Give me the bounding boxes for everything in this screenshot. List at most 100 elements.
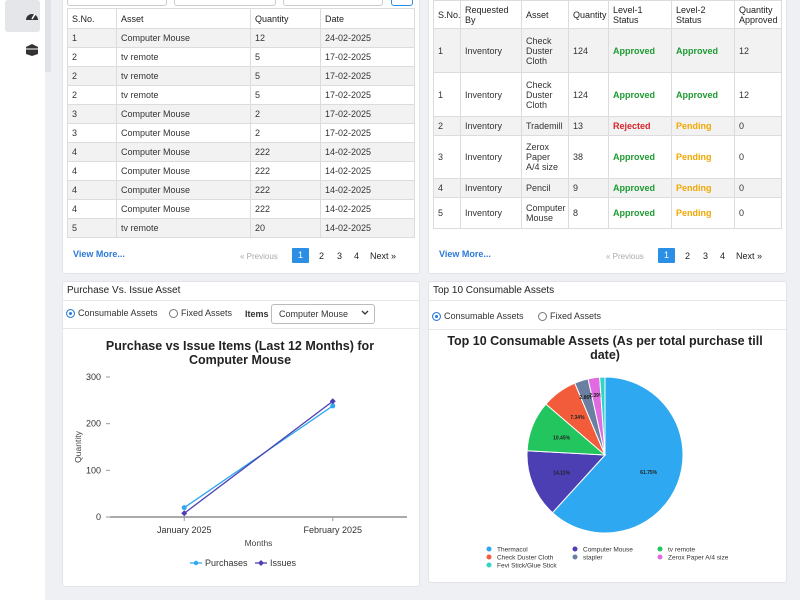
radio-option[interactable]: Fixed Assets xyxy=(538,311,601,321)
items-label: Items xyxy=(245,309,269,319)
divider xyxy=(428,329,786,330)
status-cell: Pending xyxy=(671,178,735,198)
table-cell: tv remote xyxy=(116,85,251,105)
table-row: 4 Inventory Pencil 9 Approved Pending 0 xyxy=(433,178,782,198)
table-row: 5 Inventory Computer Mouse 8 Approved Pending… xyxy=(433,197,782,229)
status-cell: Approved xyxy=(671,72,735,117)
legend-marker xyxy=(193,560,199,566)
column-header: Level-2 Status xyxy=(671,0,735,29)
legend-label: Thermacol xyxy=(497,547,528,554)
table-cell: Computer Mouse xyxy=(116,123,251,143)
filter-input[interactable] xyxy=(283,0,383,6)
next-button[interactable]: Next » xyxy=(370,251,397,261)
table-cell: 9 xyxy=(568,178,609,198)
table-row: 3 Inventory Zerox Paper A/4 size 38 Approved… xyxy=(433,135,782,179)
item-select[interactable] xyxy=(271,304,375,324)
table-cell: 24-02-2025 xyxy=(320,28,415,48)
radio-option[interactable]: Consumable Assets xyxy=(66,308,158,318)
panel-title: Purchase Vs. Issue Asset xyxy=(67,285,181,296)
request-table: S.No. Requested By Asset Quantity Level-1 St… xyxy=(433,0,782,229)
table-cell: 2 xyxy=(67,47,117,67)
next-button[interactable]: Next » xyxy=(736,251,763,261)
radio-option[interactable]: Consumable Assets xyxy=(432,311,524,321)
table-cell: 124 xyxy=(568,28,609,73)
column-header: Quantity Approved xyxy=(734,0,782,29)
table-cell: Inventory xyxy=(460,116,522,136)
slice-label: 2.39% xyxy=(589,393,604,399)
view-more-link[interactable]: View More... xyxy=(73,249,125,259)
nav-box-icon[interactable] xyxy=(24,43,40,57)
table-cell: 0 xyxy=(734,178,782,198)
page-button[interactable]: 4 xyxy=(720,251,726,261)
table-row: 4 Computer Mouse 222 14-02-2025 xyxy=(67,199,415,219)
radio-option[interactable]: Fixed Assets xyxy=(169,308,232,318)
column-header: Requested By xyxy=(460,0,522,29)
table-row: 5 tv remote 20 14-02-2025 xyxy=(67,218,415,238)
status-cell: Approved xyxy=(608,135,672,179)
table-cell: 1 xyxy=(433,72,461,117)
table-cell: 4 xyxy=(433,178,461,198)
filter-button[interactable] xyxy=(391,0,413,6)
column-header: Quantity xyxy=(250,8,321,29)
table-row: 2 tv remote 5 17-02-2025 xyxy=(67,66,415,86)
table-cell: 17-02-2025 xyxy=(320,104,415,124)
table-cell: Computer Mouse xyxy=(116,180,251,200)
table-cell: 2 xyxy=(433,116,461,136)
table-cell: Computer Mouse xyxy=(116,104,251,124)
filter-input[interactable] xyxy=(67,0,167,6)
table-cell: Computer Mouse xyxy=(116,142,251,162)
table-cell: Computer Mouse xyxy=(116,28,251,48)
table-cell: 5 xyxy=(67,218,117,238)
header-row: S.No. Requested By Asset Quantity Level-1 St… xyxy=(433,0,782,29)
table-cell: 12 xyxy=(250,28,321,48)
table-cell: 38 xyxy=(568,135,609,179)
column-header: Asset xyxy=(116,8,251,29)
table-cell: 12 xyxy=(734,28,782,73)
status-cell: Pending xyxy=(671,135,735,179)
page-button[interactable]: 3 xyxy=(337,251,343,261)
page-button[interactable]: 4 xyxy=(354,251,360,261)
legend-label: Check Duster Cloth xyxy=(497,555,554,562)
legend-marker xyxy=(657,554,663,560)
divider xyxy=(62,328,419,329)
page-button[interactable]: 2 xyxy=(685,251,691,261)
view-more-link[interactable]: View More... xyxy=(439,249,491,259)
page-button[interactable]: 2 xyxy=(319,251,325,261)
panel-title: Top 10 Consumable Assets xyxy=(433,285,555,296)
table-cell: Inventory xyxy=(460,72,522,117)
page-button[interactable]: 1 xyxy=(658,248,675,263)
table-cell: tv remote xyxy=(116,66,251,86)
chart-title: Purchase vs Issue Items (Last 12 Months)… xyxy=(105,339,375,367)
table-cell: Inventory xyxy=(460,178,522,198)
select-chevron xyxy=(361,310,369,315)
legend-label: Computer Mouse xyxy=(583,547,633,554)
page-button[interactable]: 1 xyxy=(292,248,309,263)
table-cell: 14-02-2025 xyxy=(320,161,415,181)
line-chart: 0 100 200 300 January 2025 February 2025 Month… xyxy=(73,372,407,568)
nav-dashboard-icon[interactable] xyxy=(24,9,40,23)
table-cell: 222 xyxy=(250,180,321,200)
series-line xyxy=(183,400,334,514)
table-row: 4 Computer Mouse 222 14-02-2025 xyxy=(67,142,415,162)
table-cell: Computer Mouse xyxy=(521,197,569,229)
y-axis-label: Quantity xyxy=(73,430,83,462)
point xyxy=(330,403,336,409)
page-button[interactable]: 3 xyxy=(703,251,709,261)
status-cell: Approved xyxy=(608,178,672,198)
column-header: Asset xyxy=(521,0,569,29)
slice-label: 7.34% xyxy=(570,415,585,421)
pie-chart: 61.75% 14.12% 10.45% 7.34% 2.86%2.39% Thermac… xyxy=(486,376,729,570)
status-cell: Pending xyxy=(671,116,735,136)
column-header: Date xyxy=(320,8,415,29)
legend-marker xyxy=(486,546,492,552)
table-cell: 14-02-2025 xyxy=(320,142,415,162)
table-cell: Pencil xyxy=(521,178,569,198)
status-cell: Rejected xyxy=(608,116,672,136)
filter-input[interactable] xyxy=(174,0,276,6)
column-header: Level-1 Status xyxy=(608,0,672,29)
table-cell: 124 xyxy=(568,72,609,117)
point xyxy=(181,505,187,511)
legend-label: Fevi Stick/Glue Stick xyxy=(497,563,557,570)
table-cell: Check Duster Cloth xyxy=(521,72,569,117)
legend-label: stapler xyxy=(583,555,603,562)
